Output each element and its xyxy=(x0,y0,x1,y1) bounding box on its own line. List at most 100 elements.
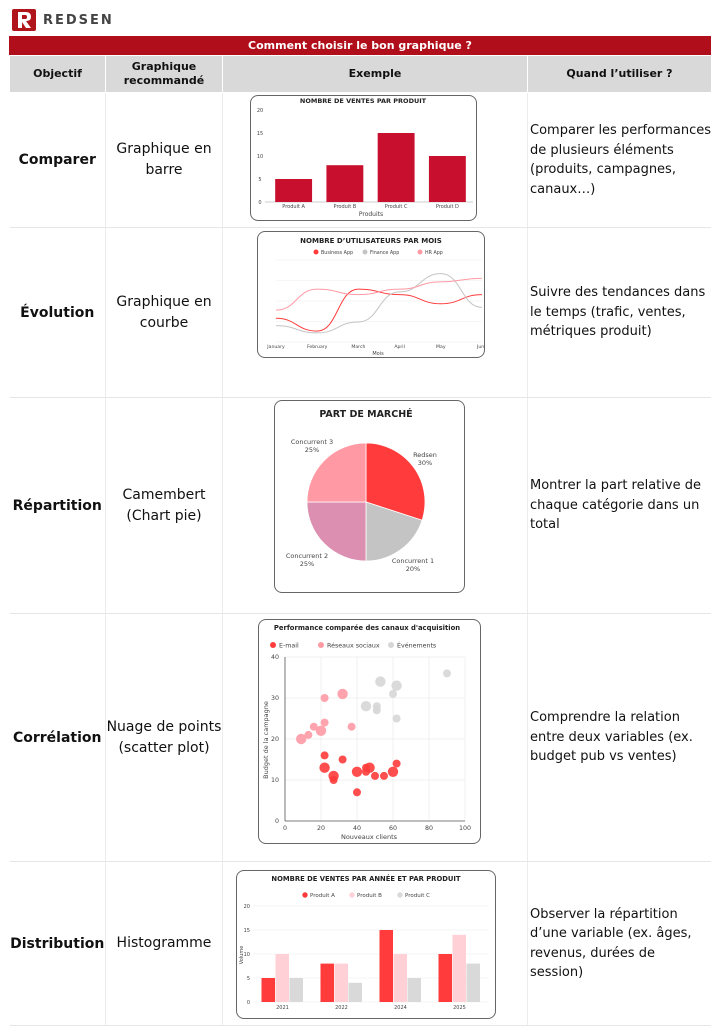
legend-marker xyxy=(418,250,423,255)
row-chart-type: Camembert (Chart pie) xyxy=(106,398,223,614)
bar xyxy=(453,935,467,1002)
y-tick-label: 0 xyxy=(247,1000,250,1006)
bar xyxy=(349,983,363,1002)
header-example: Exemple xyxy=(223,56,528,93)
x-tick-label: 40 xyxy=(353,825,361,832)
row-example: Performance comparée des canaux d'acquis… xyxy=(223,614,528,862)
line-chart: NOMBRE D’UTILISATEURS PAR MOIS Business … xyxy=(258,232,484,357)
row-usage: Montrer la part relative de chaque catég… xyxy=(528,398,711,614)
row-objective: Évolution xyxy=(10,228,106,398)
bar xyxy=(262,978,276,1002)
slice-percent: 20% xyxy=(406,565,420,573)
x-tick-label: 100 xyxy=(459,825,471,832)
y-axis-label: Volume xyxy=(239,946,245,965)
row-chart-type: Graphique en barre xyxy=(106,93,223,228)
chart-guide-table: Objectif Graphique recommandé Exemple Qu… xyxy=(9,55,711,1026)
grouped-bar-chart-card: NOMBRE DE VENTES PAR ANNÉE ET PAR PRODUI… xyxy=(236,870,496,1019)
y-tick-label: 40 xyxy=(271,654,279,661)
legend-marker xyxy=(388,642,394,648)
brand-name: REDSEN xyxy=(43,13,114,28)
y-tick-label: 20 xyxy=(271,736,279,743)
x-tick-label: Produit C xyxy=(385,204,408,210)
header-when: Quand l’utiliser ? xyxy=(528,56,711,93)
row-usage: Comparer les performances de plusieurs é… xyxy=(528,93,711,228)
table-row: Évolution Graphique en courbe NOMBRE D’U… xyxy=(10,228,711,398)
legend-label: Produit B xyxy=(357,893,382,899)
chart-title: NOMBRE D’UTILISATEURS PAR MOIS xyxy=(300,237,442,245)
data-point xyxy=(393,715,401,723)
x-tick-label: April xyxy=(394,344,405,350)
legend-marker xyxy=(302,892,307,897)
y-tick-label: 30 xyxy=(271,695,279,702)
row-chart-type: Nuage de points (scatter plot) xyxy=(106,614,223,862)
legend-marker xyxy=(314,250,319,255)
x-tick-label: February xyxy=(307,344,328,350)
x-tick-label: 2025 xyxy=(453,1005,466,1011)
slice-percent: 30% xyxy=(418,459,432,467)
chart-title: PART DE MARCHÉ xyxy=(319,408,412,420)
legend-label: E-mail xyxy=(279,643,299,650)
row-objective: Corrélation xyxy=(10,614,106,862)
data-point xyxy=(304,731,312,739)
y-tick-label: 15 xyxy=(257,131,263,137)
y-tick-label: 0 xyxy=(275,818,279,825)
x-tick-label: 20 xyxy=(317,825,325,832)
bar xyxy=(326,165,363,202)
row-chart-type: Histogramme xyxy=(106,862,223,1026)
table-row: Répartition Camembert (Chart pie) PART D… xyxy=(10,398,711,614)
y-tick-label: 10 xyxy=(257,154,263,160)
x-axis-label: Nouveaux clients xyxy=(341,833,398,841)
y-axis-label: Budget de la campagne xyxy=(262,701,270,779)
legend-label: Finance App xyxy=(370,250,399,256)
row-usage: Comprendre la relation entre deux variab… xyxy=(528,614,711,862)
legend-label: Réseaux sociaux xyxy=(327,642,380,650)
data-point xyxy=(391,681,401,691)
row-usage: Suivre des tendances dans le temps (traf… xyxy=(528,228,711,398)
legend-label: Produit A xyxy=(310,893,335,899)
bar xyxy=(429,156,466,202)
x-tick-label: June xyxy=(476,344,484,350)
x-tick-label: January xyxy=(266,344,285,350)
chart-title: Performance comparée des canaux d'acquis… xyxy=(274,624,460,632)
x-tick-label: Produit A xyxy=(282,204,305,210)
data-point xyxy=(352,767,362,777)
legend-marker xyxy=(349,892,354,897)
scatter-chart-card: Performance comparée des canaux d'acquis… xyxy=(258,619,481,844)
bar xyxy=(394,954,408,1002)
header-recommended: Graphique recommandé xyxy=(106,56,223,93)
series-line xyxy=(276,274,482,333)
redsen-logo-icon xyxy=(12,9,36,31)
series-line xyxy=(276,278,482,310)
legend-label: Business App xyxy=(321,250,353,256)
bar xyxy=(467,964,481,1002)
data-point xyxy=(375,676,385,686)
table-row: Corrélation Nuage de points (scatter plo… xyxy=(10,614,711,862)
grouped-bar-chart: NOMBRE DE VENTES PAR ANNÉE ET PAR PRODUI… xyxy=(237,871,495,1018)
x-tick-label: 2022 xyxy=(335,1005,348,1011)
legend-label: HR App xyxy=(425,250,443,256)
y-tick-label: 20 xyxy=(244,904,250,910)
data-point xyxy=(321,694,329,702)
legend-marker xyxy=(397,892,402,897)
data-point xyxy=(371,772,379,780)
data-point xyxy=(443,669,451,677)
page-title: Comment choisir le bon graphique ? xyxy=(9,36,711,55)
y-tick-label: 15 xyxy=(244,928,250,934)
row-example: NOMBRE D’UTILISATEURS PAR MOIS Business … xyxy=(223,228,528,398)
chart-title: NOMBRE DE VENTES PAR ANNÉE ET PAR PRODUI… xyxy=(271,874,460,883)
series-line xyxy=(276,289,482,331)
bar xyxy=(378,133,415,202)
data-point xyxy=(353,788,361,796)
legend-label: Événements xyxy=(397,641,436,650)
line-chart-card: NOMBRE D’UTILISATEURS PAR MOIS Business … xyxy=(257,231,485,358)
data-point xyxy=(328,771,338,781)
row-objective: Répartition xyxy=(10,398,106,614)
x-tick-label: May xyxy=(436,344,446,350)
y-tick-label: 5 xyxy=(258,177,261,183)
x-tick-label: 2021 xyxy=(276,1005,289,1011)
